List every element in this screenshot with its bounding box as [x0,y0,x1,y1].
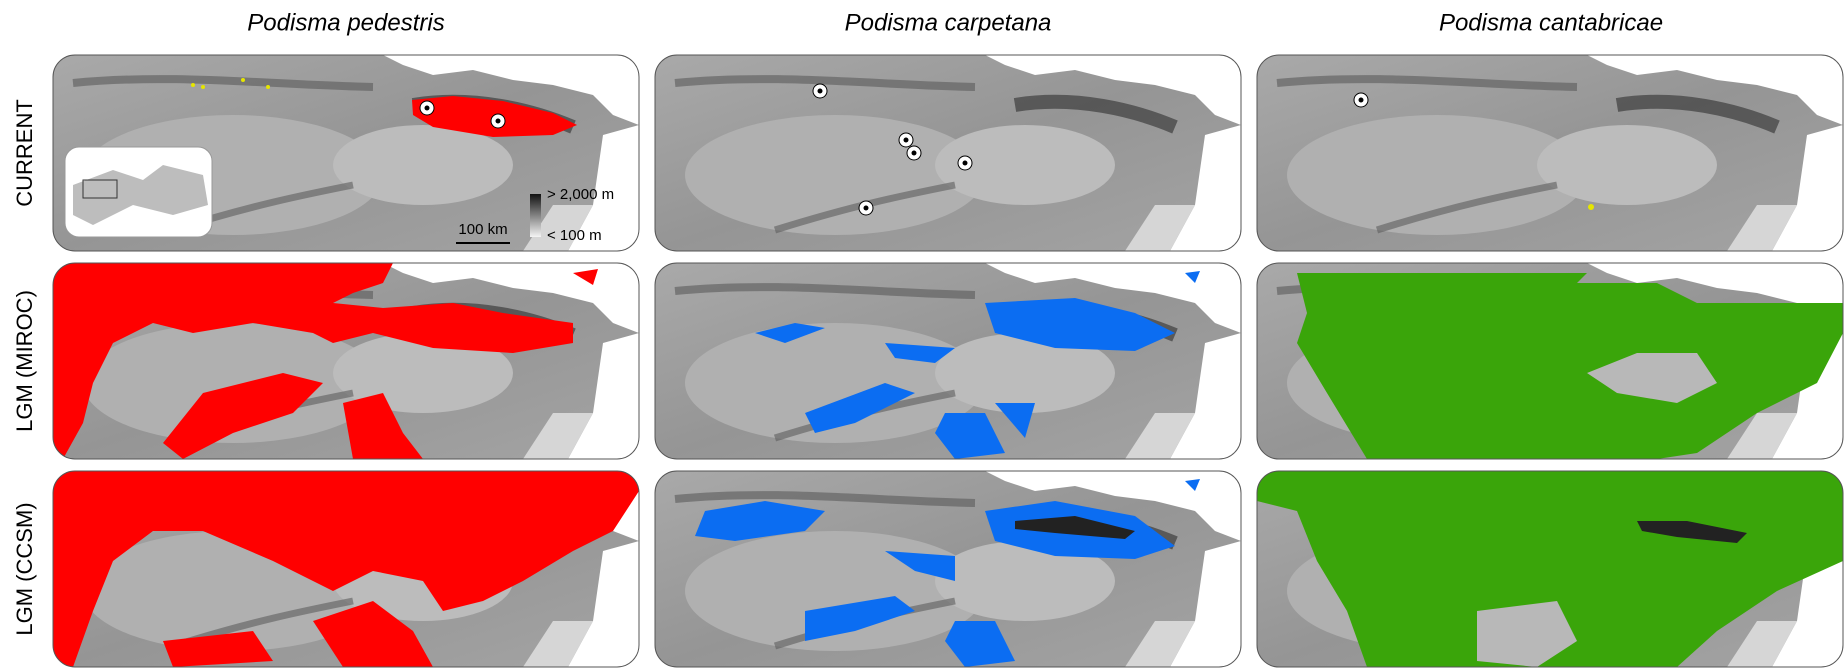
row-label: CURRENT [12,99,37,207]
spot [241,78,245,82]
map-content [1257,471,1843,667]
spot [201,85,205,89]
map-panel [655,471,1241,667]
occurrence-center [912,151,917,156]
spot [1588,204,1594,210]
map-content [655,471,1241,667]
map-panel [53,471,639,667]
occurrence-center [904,138,909,143]
legend-high: > 2,000 m [547,186,614,203]
map-content [1257,55,1843,251]
lowland [1537,125,1717,205]
occurrence-center [425,106,430,111]
map-content [53,471,639,667]
map-content [53,263,639,459]
row-label: LGM (MIROC) [12,290,37,432]
occurrence-center [1359,98,1364,103]
column-title: Podisma carpetana [845,9,1052,36]
elevation-bar [530,194,541,237]
spot [266,85,270,89]
map-content [655,263,1241,459]
figure: Podisma pedestris Podisma carpetana Podi… [0,0,1845,670]
occurrence-center [864,206,869,211]
map-panel [655,55,1241,251]
occurrence-center [963,161,968,166]
panels [53,55,1843,667]
map-content [1257,263,1843,459]
map-panel [53,263,639,459]
occurrence-center [496,119,501,124]
map-content [655,55,1241,251]
occurrence-center [818,89,823,94]
map-panel [1257,263,1843,459]
column-title: Podisma pedestris [247,9,444,36]
map-panel [53,55,639,251]
map-panel [655,263,1241,459]
lowland [333,125,513,205]
column-title: Podisma cantabricae [1439,9,1663,36]
spot [191,83,195,87]
map-panel [1257,55,1843,251]
scale-label: 100 km [458,221,507,238]
map-content [53,55,639,251]
row-label: LGM (CCSM) [12,502,37,635]
legend-low: < 100 m [547,227,602,244]
map-panel [1257,471,1843,667]
